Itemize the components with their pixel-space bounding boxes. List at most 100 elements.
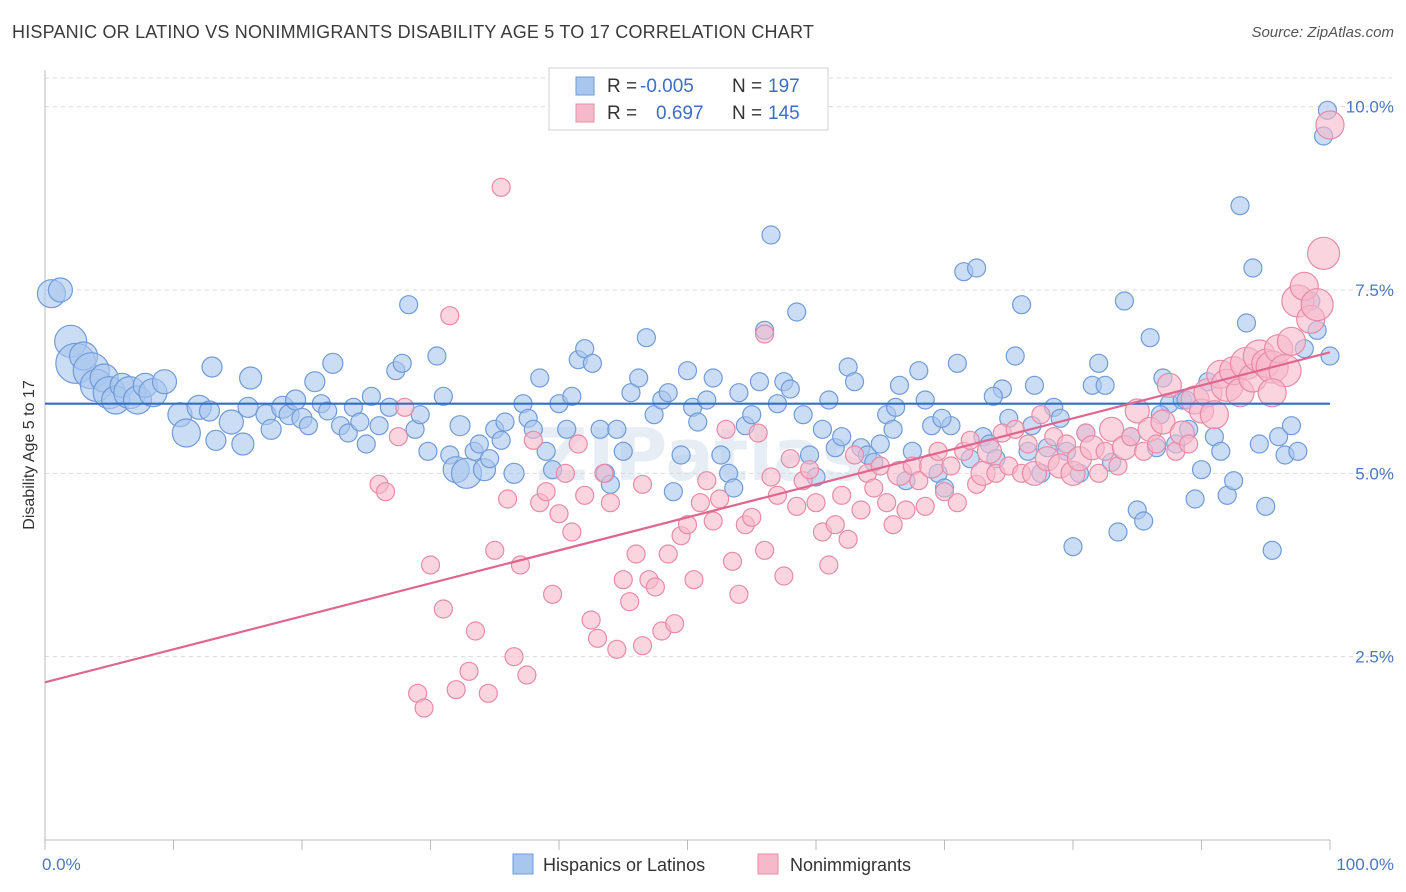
point-nonimmigrants [568, 434, 588, 454]
trend-lines [44, 351, 1331, 684]
point-hispanics [1108, 522, 1128, 542]
point-nonimmigrants [555, 463, 576, 483]
point-nonimmigrants [915, 496, 935, 516]
point-nonimmigrants [896, 500, 916, 520]
point-hispanics [636, 328, 656, 348]
point-nonimmigrants [690, 493, 710, 513]
legend-label-hispanics: Hispanics or Latinos [543, 855, 705, 875]
point-nonimmigrants [1150, 409, 1176, 435]
point-hispanics [812, 419, 833, 439]
point-nonimmigrants [645, 577, 665, 597]
point-hispanics [870, 434, 890, 454]
point-nonimmigrants [909, 471, 929, 491]
point-hispanics [503, 462, 525, 484]
point-hispanics [201, 356, 223, 378]
point-hispanics [298, 416, 319, 436]
point-nonimmigrants [626, 544, 646, 564]
point-hispanics [318, 401, 338, 421]
point-nonimmigrants [1179, 434, 1199, 454]
point-nonimmigrants [677, 515, 698, 535]
point-nonimmigrants [600, 493, 621, 513]
point-nonimmigrants [787, 496, 807, 516]
point-hispanics [469, 434, 489, 454]
point-nonimmigrants [851, 500, 871, 520]
point-hispanics [1095, 375, 1115, 395]
point-hispanics [1236, 313, 1257, 333]
point-hispanics [1140, 328, 1160, 348]
legend-label-nonimmigrants: Nonimmigrants [790, 855, 911, 875]
point-nonimmigrants [465, 621, 486, 641]
point-nonimmigrants [799, 460, 820, 480]
point-hispanics [433, 386, 453, 406]
point-hispanics [1134, 511, 1154, 531]
point-nonimmigrants [754, 324, 775, 344]
stats-legend: R = -0.005 N = 197 R = 0.697 N = 145 [548, 67, 829, 131]
legend-swatch-hispanics [512, 853, 534, 875]
point-hispanics [658, 383, 678, 403]
point-hispanics [1281, 416, 1302, 436]
trend-line-nonimmigrants [44, 351, 1331, 684]
y-tick-label: 7.5% [1355, 281, 1394, 300]
point-nonimmigrants [697, 471, 717, 491]
point-hispanics [729, 383, 749, 403]
point-hispanics [711, 445, 731, 465]
point-nonimmigrants [1124, 398, 1150, 424]
point-nonimmigrants [844, 445, 865, 465]
point-nonimmigrants [562, 522, 582, 542]
point-nonimmigrants [491, 177, 511, 197]
point-nonimmigrants [825, 515, 845, 535]
point-hispanics [663, 482, 683, 502]
point-hispanics [410, 405, 430, 425]
point-nonimmigrants [498, 489, 518, 509]
point-nonimmigrants [883, 515, 903, 535]
point-nonimmigrants [658, 544, 678, 564]
point-hispanics [495, 412, 515, 432]
point-nonimmigrants [549, 504, 569, 524]
point-hispanics [322, 352, 344, 374]
point-hispanics [1224, 471, 1244, 491]
point-hispanics [1024, 375, 1045, 395]
point-nonimmigrants [754, 540, 775, 560]
point-hispanics [392, 353, 412, 373]
stats-legend-pink-n-label: N = [732, 103, 762, 124]
point-nonimmigrants [433, 599, 453, 619]
point-hispanics [1256, 496, 1276, 516]
point-nonimmigrants [504, 647, 524, 667]
point-hispanics [629, 368, 649, 388]
y-axis-title: Disability Age 5 to 17 [21, 380, 38, 530]
point-nonimmigrants [620, 592, 640, 612]
source-label: Source: ZipAtlas.com [1251, 24, 1394, 41]
point-nonimmigrants [581, 610, 601, 630]
point-nonimmigrants [1146, 434, 1167, 454]
x-tick-label-end: 100.0% [1336, 855, 1394, 874]
point-hispanics [491, 430, 511, 450]
legend-swatch-nonimmigrants [757, 853, 779, 875]
point-hispanics [590, 419, 610, 439]
point-hispanics [1211, 441, 1231, 461]
point-nonimmigrants [1276, 326, 1307, 356]
point-hispanics [1185, 489, 1205, 509]
point-hispanics [171, 418, 201, 448]
point-hispanics [1230, 196, 1250, 216]
point-nonimmigrants [587, 628, 608, 648]
point-hispanics [198, 400, 221, 422]
x-tick-label-start: 0.0% [42, 855, 81, 874]
point-hispanics [671, 445, 691, 465]
point-nonimmigrants [1199, 400, 1229, 430]
point-hispanics [967, 258, 987, 278]
point-nonimmigrants [388, 427, 408, 447]
point-hispanics [832, 427, 852, 447]
point-hispanics [557, 419, 577, 439]
point-nonimmigrants [542, 584, 563, 604]
point-hispanics [1320, 346, 1340, 366]
point-nonimmigrants [761, 467, 781, 487]
point-hispanics [1243, 258, 1263, 278]
point-nonimmigrants [1300, 288, 1334, 322]
point-nonimmigrants [806, 493, 826, 513]
point-hispanics [819, 390, 839, 410]
point-nonimmigrants [1121, 427, 1141, 447]
point-hispanics [205, 429, 227, 451]
point-hispanics [889, 375, 910, 395]
point-nonimmigrants [729, 584, 749, 604]
point-hispanics [793, 405, 813, 425]
